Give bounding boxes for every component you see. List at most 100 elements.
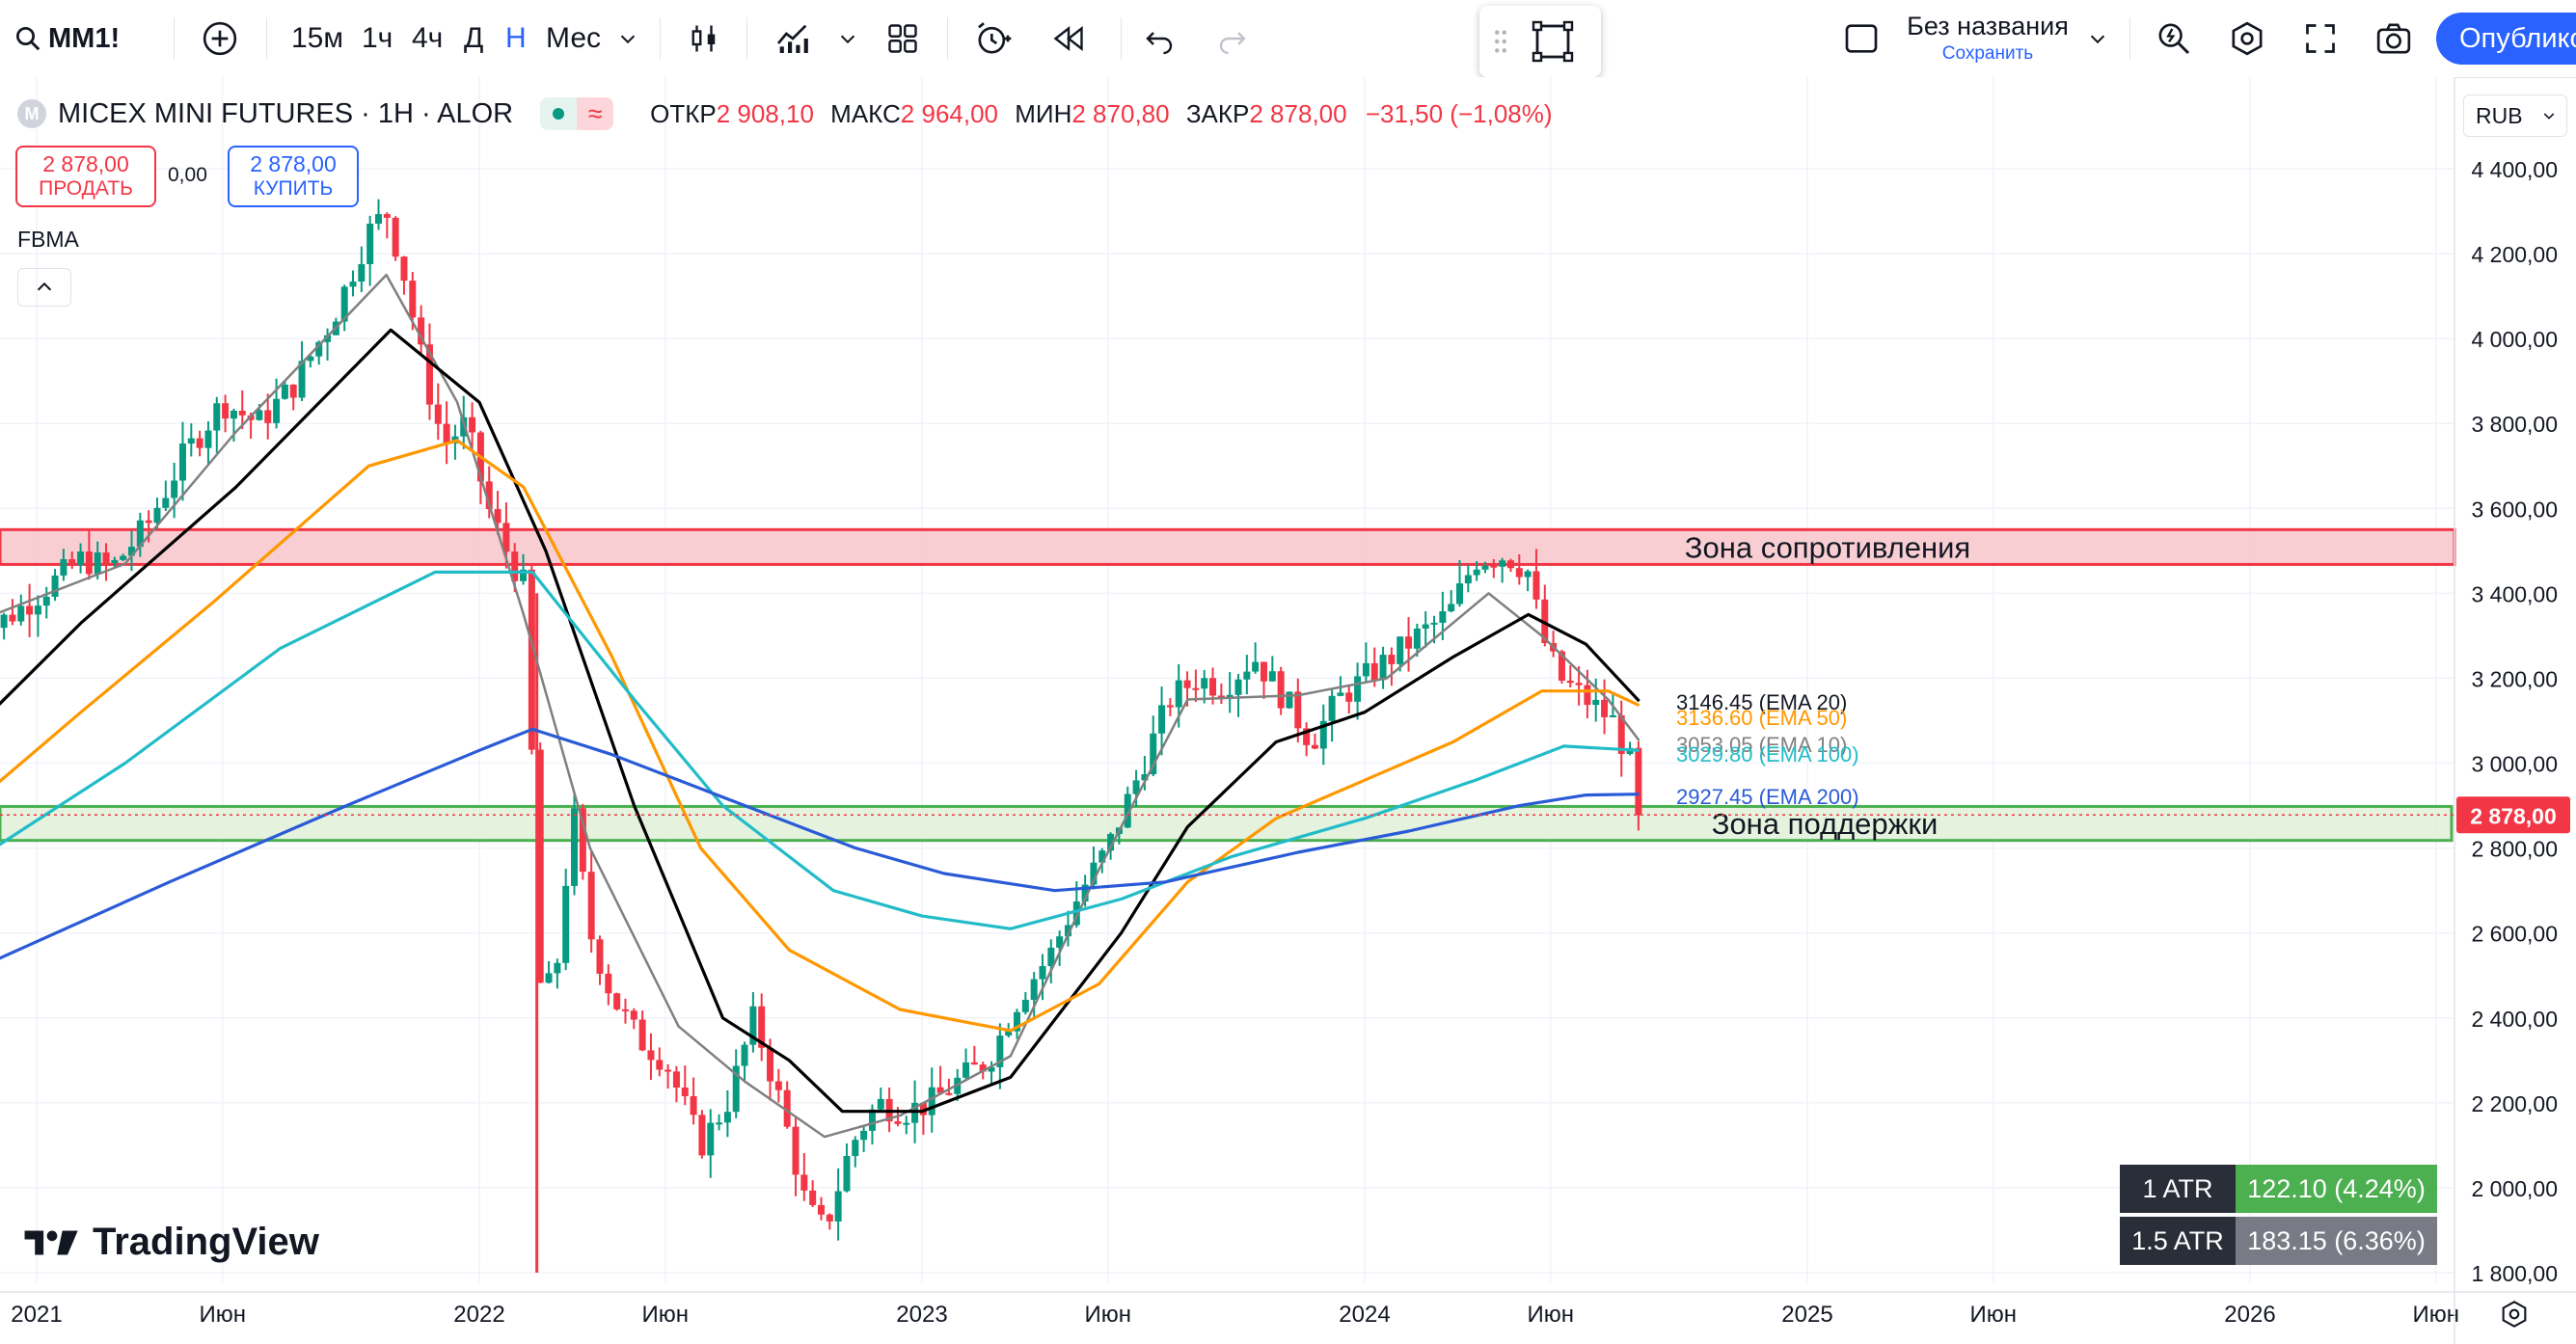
chevron-down-icon	[840, 35, 855, 44]
interval-1h[interactable]: 1ч	[362, 22, 393, 54]
camera-icon	[2376, 23, 2411, 54]
snapshot-button[interactable]	[2374, 0, 2413, 77]
candle-body	[1439, 611, 1447, 623]
candle-body	[409, 281, 417, 318]
quick-search-button[interactable]	[2155, 0, 2193, 77]
candle-body	[1456, 583, 1464, 605]
layouts-button[interactable]	[885, 0, 920, 77]
buy-button[interactable]: 2 878,00 КУПИТЬ	[228, 146, 359, 207]
candle-body	[716, 1122, 723, 1125]
layout-name[interactable]: Без названия Сохранить	[1907, 12, 2069, 64]
interval-15m[interactable]: 15м	[291, 22, 343, 54]
candle-body	[349, 282, 357, 287]
layout-menu-dropdown[interactable]	[2087, 0, 2108, 77]
fullscreen-button[interactable]	[2303, 0, 2338, 77]
chart-zones: Зона сопротивления Зона поддержки	[0, 527, 2456, 843]
sell-button[interactable]: 2 878,00 ПРОДАТЬ	[15, 146, 156, 207]
interval-dropdown[interactable]	[617, 0, 638, 77]
ema10-line	[0, 273, 1641, 1139]
indicators-dropdown[interactable]	[837, 0, 858, 77]
interval-day[interactable]: Д	[464, 22, 484, 54]
indicators-button[interactable]	[773, 0, 812, 77]
candle-body	[460, 417, 468, 437]
candle-body	[1405, 636, 1413, 649]
undo-icon	[1146, 32, 1173, 55]
candle-body	[1506, 560, 1514, 569]
candle-body	[596, 939, 604, 974]
gear-icon	[2502, 1301, 2527, 1328]
candle-body	[647, 1050, 655, 1061]
candle-body	[511, 551, 519, 581]
layout-switch-button[interactable]	[1842, 0, 1881, 77]
candle-body	[579, 808, 586, 873]
candle-body	[1047, 947, 1055, 967]
interval-week[interactable]: Н	[505, 22, 527, 54]
x-tick-label: 2022	[453, 1302, 504, 1328]
candle-body	[374, 214, 382, 225]
candle-body	[690, 1096, 697, 1116]
gear-icon	[2232, 21, 2263, 56]
redo-button[interactable]	[1215, 0, 1250, 77]
candle-body	[621, 1008, 629, 1011]
ohlc-close-label: ЗАКР	[1185, 98, 1250, 128]
candle-body	[162, 497, 170, 508]
ohlc-open-label: ОТКР	[650, 98, 717, 128]
candle-body	[1107, 833, 1115, 851]
candle-body	[289, 384, 297, 398]
candle-body	[358, 263, 366, 282]
candle-body	[238, 411, 246, 416]
candle-body	[1014, 1011, 1021, 1032]
candle-body	[145, 520, 152, 524]
candle-body	[120, 555, 127, 560]
ema200-label: 2927.45 (EMA 200)	[1676, 785, 1859, 809]
candle-body	[281, 384, 288, 399]
candle-body	[273, 398, 281, 423]
candle-body	[392, 217, 399, 257]
chart-settings-button[interactable]	[2498, 1298, 2531, 1331]
drag-handle-icon[interactable]	[1491, 27, 1510, 56]
candle-body	[1328, 695, 1336, 721]
symbol-search[interactable]: MM1!	[14, 0, 120, 77]
indicators-icon	[776, 24, 808, 53]
candle-body	[230, 411, 237, 419]
compare-button[interactable]	[201, 0, 239, 77]
alert-button[interactable]	[974, 0, 1013, 77]
chart-grid	[0, 77, 2454, 1282]
candle-body	[1124, 793, 1131, 828]
undo-button[interactable]	[1142, 0, 1177, 77]
candle-body	[1601, 699, 1609, 717]
candle-body	[605, 973, 612, 994]
candle-body	[630, 1010, 637, 1020]
candle-body	[1592, 699, 1600, 706]
candle-body	[1396, 636, 1404, 664]
candle-body	[26, 605, 34, 615]
interval-month[interactable]: Мес	[546, 22, 602, 54]
x-tick-label: Июн	[1970, 1302, 2018, 1328]
publish-button[interactable]: Опублико	[2436, 13, 2576, 65]
candle-body	[324, 335, 332, 342]
collapse-legend-button[interactable]	[17, 268, 71, 307]
candle-body	[945, 1092, 953, 1095]
currency-select[interactable]: RUB	[2463, 94, 2567, 137]
replay-button[interactable]	[1051, 0, 1086, 77]
candle-body	[1499, 560, 1506, 567]
candle-body	[196, 438, 203, 448]
market-status-badge[interactable]: ≈	[540, 97, 614, 130]
divider	[947, 17, 948, 60]
x-tick-label: Июн	[642, 1302, 690, 1328]
candle-body	[1413, 628, 1421, 649]
interval-4h[interactable]: 4ч	[412, 22, 444, 54]
candle-body	[1532, 571, 1540, 600]
rectangle-tool-icon[interactable]	[1530, 18, 1576, 65]
support-zone-label: Зона поддержки	[1712, 807, 1939, 841]
candle-body	[520, 569, 528, 581]
chart-type-button[interactable]	[687, 0, 721, 77]
settings-button[interactable]	[2228, 0, 2266, 77]
candle-body	[1558, 651, 1565, 681]
ohlc-values: ОТКР2 908,10 МАКС2 964,00 МИН2 870,80 ЗА…	[640, 99, 1552, 129]
candle-body	[102, 552, 110, 564]
candle-body	[1617, 715, 1625, 754]
price-chart[interactable]: Зона сопротивления Зона поддержки 3053.05…	[0, 77, 2576, 1344]
atr-label: 1 ATR	[2120, 1165, 2236, 1213]
candle-body	[85, 551, 93, 575]
